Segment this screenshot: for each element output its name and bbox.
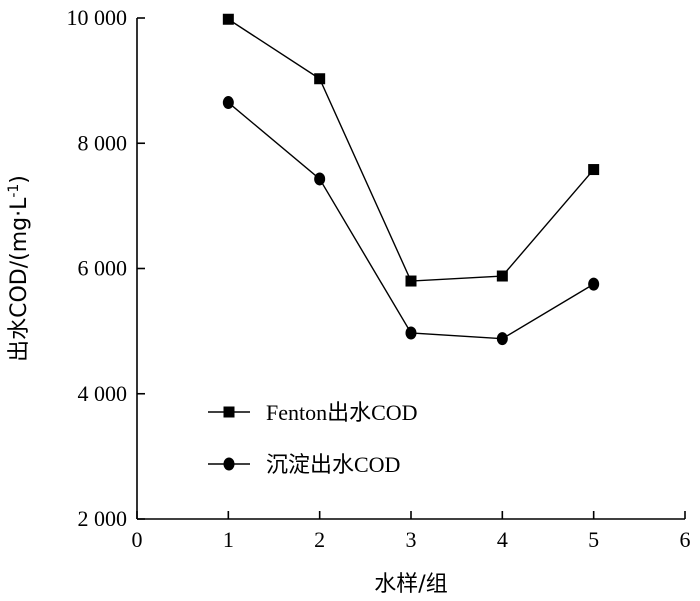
legend: Fenton出水COD 沉淀出水COD (208, 400, 418, 477)
data-point-square (588, 164, 600, 176)
y-tick-label: 8 000 (78, 130, 128, 155)
series-line (227, 102, 595, 340)
ticks: 0 1 2 3 4 5 6 2 000 4 000 6 000 8 000 10 000 (67, 5, 691, 552)
series-1 (222, 13, 600, 287)
x-axis-title: 水样/组 (374, 572, 447, 597)
data-point-square (222, 13, 234, 25)
legend-marker (223, 457, 235, 471)
y-axis-title-close: ) (7, 175, 32, 184)
series-line (227, 18, 595, 282)
x-tick-label: 6 (680, 527, 691, 552)
x-tick-label: 3 (406, 527, 417, 552)
x-tick-label: 4 (497, 527, 508, 552)
data-point-square (496, 270, 508, 282)
x-tick-label: 1 (223, 527, 234, 552)
data-point-circle (496, 332, 508, 346)
data-point-square (405, 275, 417, 287)
y-axis-title-main: 出水COD/(mg·L (7, 197, 32, 362)
data-point-square (314, 73, 326, 85)
x-tick-label: 2 (314, 527, 325, 552)
y-tick-label: 2 000 (78, 506, 128, 531)
y-axis-title-sup: -1 (6, 184, 22, 198)
legend-item: 沉淀出水COD (208, 452, 400, 477)
data-point-circle (588, 277, 600, 291)
data-point-circle (222, 96, 234, 110)
legend-label: Fenton出水COD (266, 400, 418, 425)
legend-item: Fenton出水COD (208, 400, 418, 425)
y-tick-label: 4 000 (78, 381, 128, 406)
legend-marker (223, 406, 235, 418)
series (222, 13, 600, 346)
y-axis-title: 出水COD/(mg·L-1) (6, 175, 32, 362)
y-tick-label: 6 000 (78, 256, 128, 281)
data-point-circle (314, 172, 326, 186)
series-2 (222, 96, 600, 346)
x-tick-label: 5 (588, 527, 599, 552)
axes (136, 18, 685, 520)
legend-label: 沉淀出水COD (266, 452, 400, 477)
y-tick-label: 10 000 (67, 5, 128, 30)
data-point-circle (405, 326, 417, 340)
x-tick-label: 0 (132, 527, 143, 552)
